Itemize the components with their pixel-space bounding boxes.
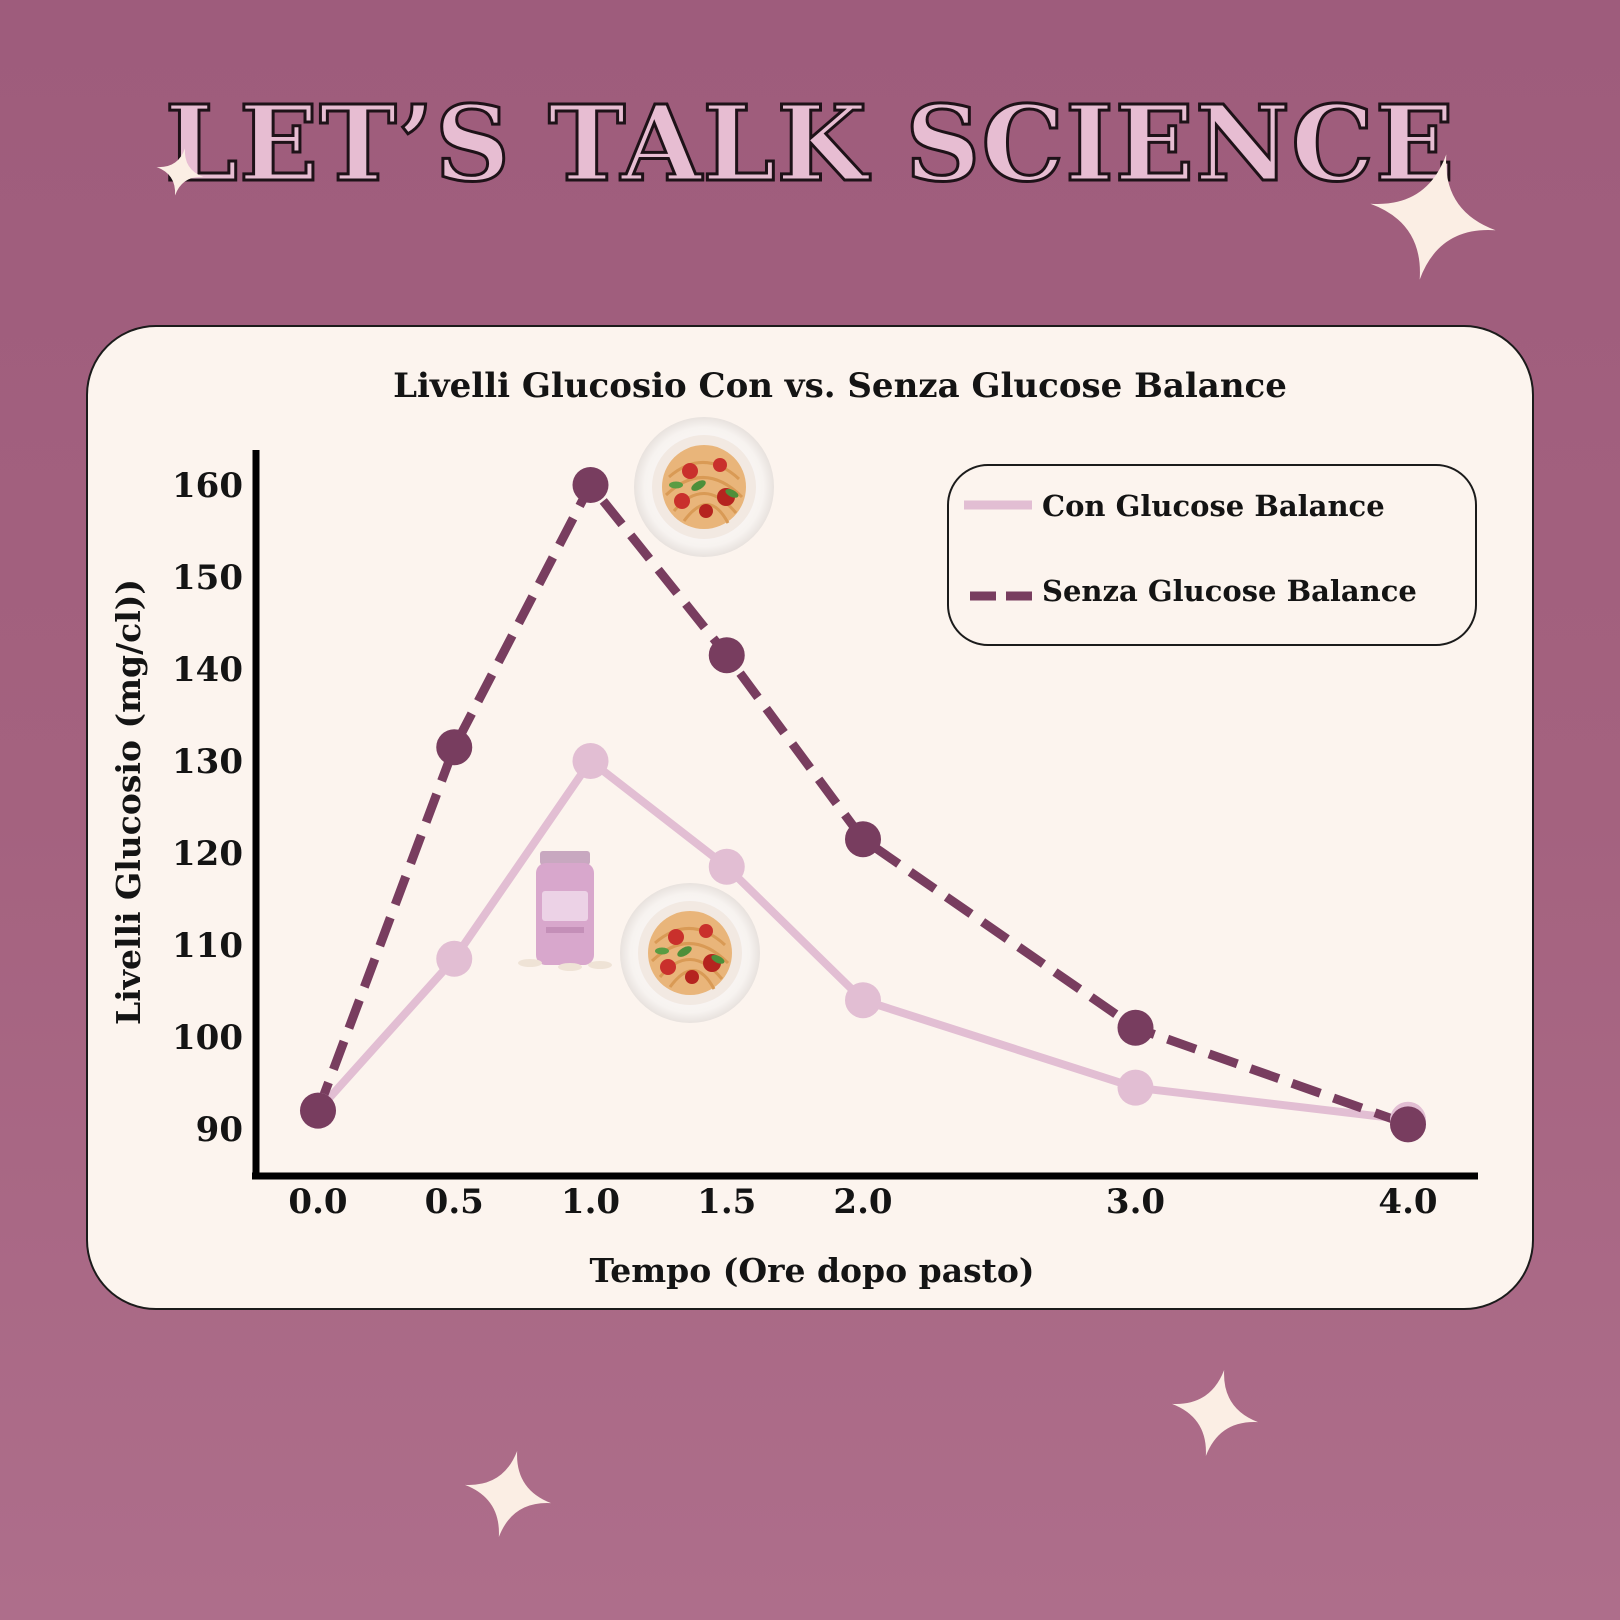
y-tick-label: 100 [172, 1018, 243, 1058]
series-line-con [315, 757, 1409, 1124]
legend-label-senza: Senza Glucose Balance [1042, 574, 1417, 608]
legend: Con Glucose Balance Senza Glucose Balanc… [947, 464, 1477, 646]
y-tick-label: 160 [172, 466, 243, 506]
y-tick-label: 120 [172, 834, 243, 874]
data-point-senza [1117, 1009, 1154, 1046]
data-point-senza [436, 729, 473, 766]
y-tick-label: 90 [196, 1110, 243, 1150]
x-axis-label: Tempo (Ore dopo pasto) [589, 1251, 1034, 1290]
sparkle-icon [1370, 154, 1496, 280]
data-point-con [572, 743, 609, 779]
data-point-senza [300, 1092, 336, 1129]
line-chart: Livelli Glucosio Con vs. Senza Glucose B… [109, 366, 1478, 1290]
y-tick-label: 130 [172, 742, 243, 782]
x-tick-label: 0.0 [288, 1182, 347, 1222]
chart-title: Livelli Glucosio Con vs. Senza Glucose B… [393, 366, 1287, 406]
supplement-bottle-icon [518, 851, 612, 971]
y-axis-label: Livelli Glucosio (mg/cl)) [109, 579, 148, 1025]
legend-label-con: Con Glucose Balance [1042, 489, 1385, 523]
spaghetti-plate-icon [634, 417, 774, 557]
data-point-senza [845, 821, 881, 858]
x-tick-label: 1.0 [561, 1182, 620, 1222]
poster-title: LET’S TALK SCIENCE [163, 81, 1456, 207]
data-point-con [436, 940, 473, 977]
data-point-senza [708, 637, 745, 674]
data-point-con [845, 982, 881, 1019]
data-point-senza [1390, 1106, 1426, 1143]
data-point-senza [572, 467, 609, 503]
x-tick-label: 3.0 [1106, 1182, 1165, 1222]
chart-card: Livelli Glucosio Con vs. Senza Glucose B… [86, 325, 1534, 1310]
sparkle-icon [156, 148, 204, 196]
data-point-con [708, 848, 745, 885]
sparkle-icon [464, 1450, 552, 1538]
x-tick-label: 0.5 [425, 1182, 484, 1222]
sparkle-icon [1171, 1369, 1259, 1457]
y-tick-label: 150 [172, 558, 243, 598]
y-tick-label: 140 [172, 650, 243, 690]
x-tick-label: 4.0 [1378, 1182, 1437, 1222]
x-tick-label: 1.5 [697, 1182, 756, 1222]
x-tick-label: 2.0 [833, 1182, 892, 1222]
data-point-con [1117, 1069, 1154, 1106]
spaghetti-plate-icon [620, 883, 760, 1023]
y-tick-label: 110 [172, 926, 243, 966]
